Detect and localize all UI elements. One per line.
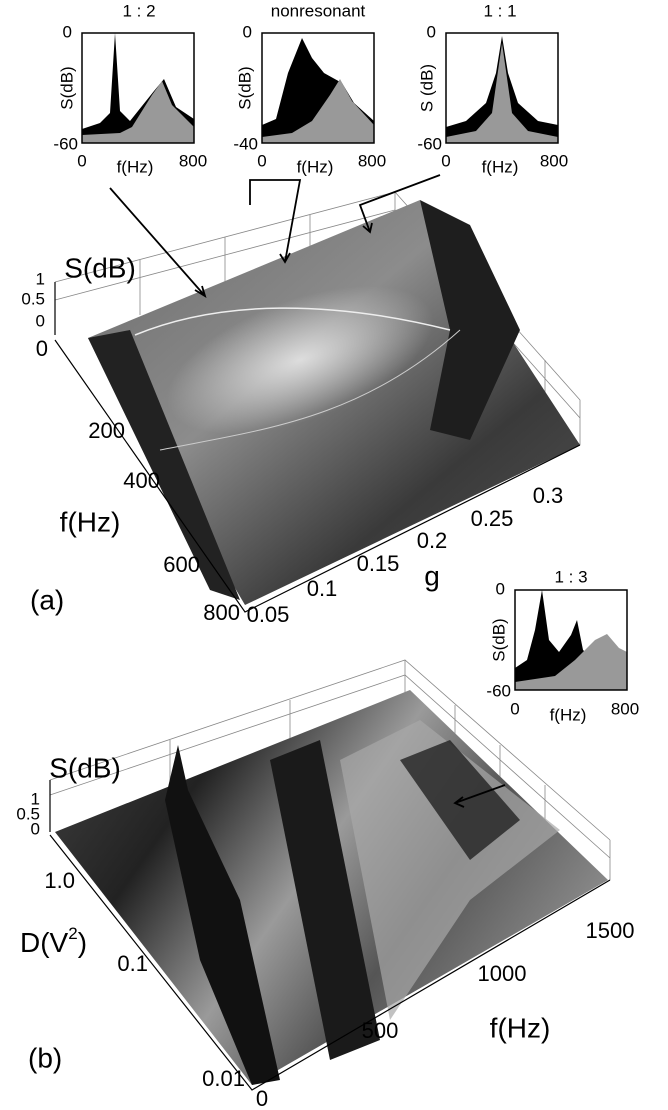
surface-peak xyxy=(165,745,280,1085)
g-tick-label: 0.3 xyxy=(533,483,564,508)
arrow xyxy=(249,179,302,264)
g-tick-label: 0.2 xyxy=(417,528,448,553)
inset-1-3: 1 : 3 0 -60 S(dB) 0 f(Hz) 800 xyxy=(486,567,639,724)
x-tick-label: 0 xyxy=(441,151,450,170)
inset-1-2: 1 : 2 0 -60 S(dB) 0 f(Hz) 800 xyxy=(53,1,207,176)
spectrum-gray xyxy=(262,79,374,143)
x-tick-label: 800 xyxy=(540,151,568,170)
y-tick-label: 0 xyxy=(243,22,252,41)
f-tick-label: 0 xyxy=(36,336,48,361)
f-tick-label: 500 xyxy=(362,1018,399,1043)
axis xyxy=(49,834,611,1091)
x-axis-label: f(Hz) xyxy=(117,157,154,176)
y-tick-label: 0 xyxy=(496,579,505,598)
g-tick-label: 0.15 xyxy=(357,551,400,576)
z-tick-label: 1 xyxy=(31,789,40,808)
y-tick-label: -60 xyxy=(53,134,78,153)
y-tick-label: 0 xyxy=(427,22,436,41)
g-axis-label: g xyxy=(424,560,440,591)
x-tick-label: 0 xyxy=(257,151,266,170)
f-axis-label: f(Hz) xyxy=(60,506,121,537)
f-tick-label: 200 xyxy=(88,418,125,443)
f-tick-label: 400 xyxy=(123,468,160,493)
f-tick-label: 0 xyxy=(256,1086,268,1110)
d-axis-label-sup: 2 xyxy=(68,924,77,943)
x-axis-label: f(Hz) xyxy=(297,157,334,176)
surface-band xyxy=(420,200,520,440)
surface-plot-b xyxy=(49,659,611,1091)
spectrum-gray xyxy=(82,81,194,143)
z-tick-label: 1 xyxy=(36,269,45,288)
spectrum-gray xyxy=(446,43,558,143)
y-axis-label: S(dB) xyxy=(489,618,508,661)
surface-highlight xyxy=(166,286,434,434)
surface-crest xyxy=(134,307,451,336)
panel-label: (b) xyxy=(28,1042,62,1073)
x-tick-label: 800 xyxy=(611,699,639,718)
inset-nonresonant: nonresonant 0 -40 S(dB) 0 f(Hz) 800 xyxy=(233,1,386,176)
inset-frame xyxy=(514,589,628,691)
inset-title: 1 : 3 xyxy=(554,567,587,586)
f-tick-label: 600 xyxy=(163,552,200,577)
x-axis-label: f(Hz) xyxy=(482,157,519,176)
surface-crest xyxy=(159,329,461,451)
z-axis-label: S(dB) xyxy=(49,752,121,783)
inset-1-1: 1 : 1 0 -60 S (dB) 0 f(Hz) 800 xyxy=(417,1,568,176)
y-tick-label: -60 xyxy=(417,134,442,153)
z-tick-label: 0.5 xyxy=(16,804,40,823)
g-tick-label: 0.1 xyxy=(307,576,338,601)
z-axis-label: S(dB) xyxy=(64,252,136,283)
x-tick-label: 800 xyxy=(358,151,386,170)
d-tick-label: 1.0 xyxy=(44,868,75,893)
inset-title: nonresonant xyxy=(271,1,366,20)
x-tick-label: 0 xyxy=(510,699,519,718)
inset-frame xyxy=(81,32,195,144)
y-axis-label: S (dB) xyxy=(417,64,436,112)
z-tick-label: 0.5 xyxy=(21,289,45,308)
surface-highlight xyxy=(340,720,560,1020)
z-tick-label: 0 xyxy=(31,819,40,838)
arrow xyxy=(109,187,207,298)
d-axis-label: D(V2) xyxy=(20,924,87,958)
x-axis-label: f(Hz) xyxy=(550,705,587,724)
f-axis-label: f(Hz) xyxy=(490,1012,551,1043)
surface-band xyxy=(270,740,380,1060)
spectrum-gray xyxy=(515,634,627,690)
surface-ridge xyxy=(88,330,240,600)
arrow xyxy=(358,174,441,234)
d-tick-label: 0.1 xyxy=(117,951,148,976)
inset-title: 1 : 2 xyxy=(122,1,155,20)
f-tick-label: 800 xyxy=(203,600,240,625)
arrow xyxy=(453,784,506,808)
d-axis-label-text: D(V xyxy=(20,927,69,958)
g-tick-label: 0.25 xyxy=(471,506,514,531)
f-tick-label: 1500 xyxy=(586,918,635,943)
y-axis-label: S(dB) xyxy=(57,66,76,109)
inset-frame xyxy=(261,32,375,144)
z-tick-label: 0 xyxy=(36,311,45,330)
d-tick-label: 0.01 xyxy=(202,1066,245,1091)
g-tick-label: 0.05 xyxy=(247,602,290,627)
panel-label: (a) xyxy=(30,584,64,615)
y-tick-label: 0 xyxy=(63,22,72,41)
surface-plot-a xyxy=(54,174,581,613)
axis xyxy=(54,339,581,613)
x-tick-label: 800 xyxy=(179,151,207,170)
x-tick-label: 0 xyxy=(77,151,86,170)
inset-title: 1 : 1 xyxy=(483,1,516,20)
d-axis-label-end: ) xyxy=(78,927,87,958)
f-tick-label: 1000 xyxy=(478,961,527,986)
y-tick-label: -40 xyxy=(233,134,258,153)
y-axis-label: S(dB) xyxy=(235,66,254,109)
inset-frame xyxy=(445,32,559,144)
y-tick-label: -60 xyxy=(486,681,511,700)
